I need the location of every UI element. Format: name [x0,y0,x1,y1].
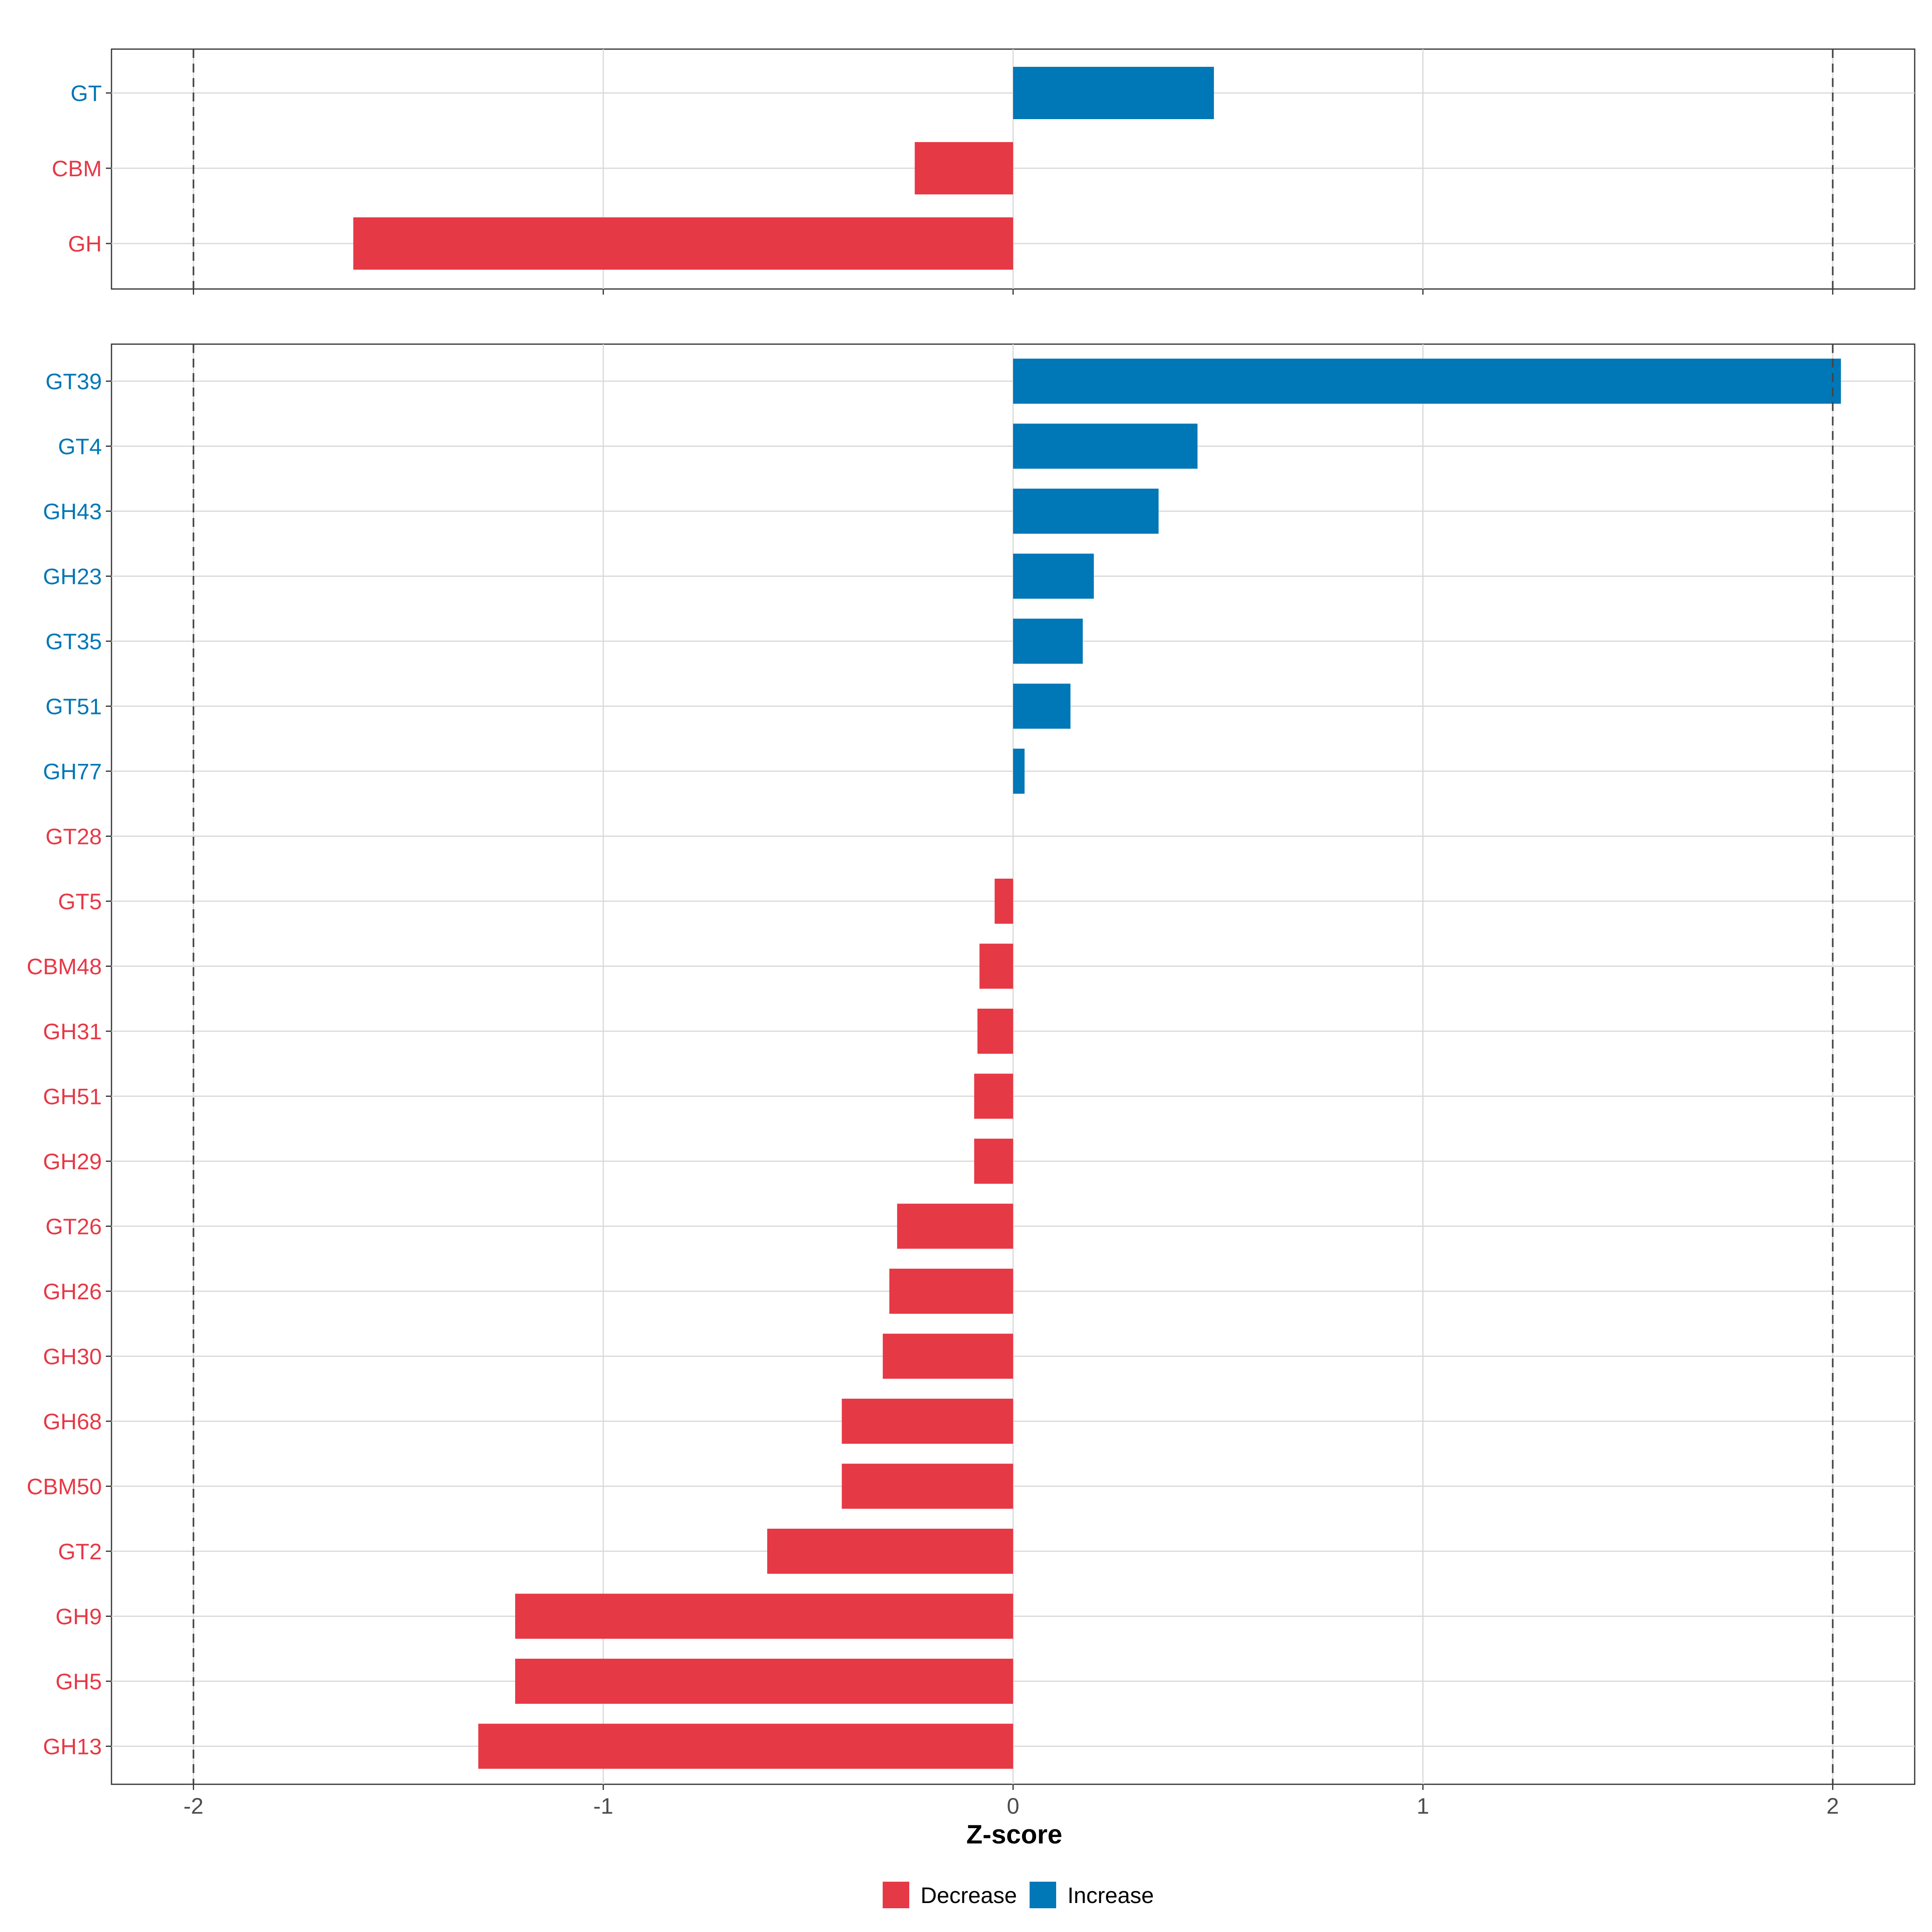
bar-cbm [914,142,1013,194]
bar-gt4 [1013,423,1198,469]
bar-gt26 [897,1203,1013,1249]
bottom-panel: GT39 GT4 GH43 GH23 GT35 GT51 GH77 GT28 GT5 CBM48 G… [27,343,1915,1790]
y-tick-label-gt51: GT51 [45,694,102,719]
x-tick-label: 0 [1007,1793,1019,1818]
bar-gh [353,217,1013,270]
x-tick-label: 1 [1417,1793,1429,1818]
y-tick-label-gh43: GH43 [43,499,102,524]
bar-gt39 [1013,359,1841,404]
y-tick-label-gt5: GT5 [58,889,102,914]
bar-gh68 [842,1399,1013,1444]
y-tick-label-gh77: GH77 [43,759,102,784]
x-tick-label: -1 [593,1793,613,1818]
bar-gt51 [1013,683,1071,729]
y-tick-label-gh: GH [68,231,102,256]
bar-cbm50 [842,1463,1013,1509]
x-tick-label: 2 [1827,1793,1839,1818]
bar-gh26 [889,1269,1013,1314]
bar-gh31 [977,1009,1013,1054]
y-tick-label-cbm: CBM [52,156,102,181]
bar-gt [1013,67,1214,119]
y-tick-label-gt39: GT39 [45,369,102,394]
x-tick-label: -2 [184,1793,204,1818]
y-tick-label-gh9: GH9 [56,1604,102,1629]
y-tick-label-gh29: GH29 [43,1149,102,1174]
y-tick-label-gh30: GH30 [43,1344,102,1369]
y-tick-label-gt26: GT26 [45,1214,102,1239]
y-tick-label-gt35: GT35 [45,629,102,654]
y-tick-label-gh26: GH26 [43,1279,102,1304]
bar-gh29 [974,1139,1013,1184]
bar-gh5 [515,1659,1013,1704]
y-tick-label-cbm48: CBM48 [27,954,102,979]
bar-gh23 [1013,553,1094,599]
bar-gh77 [1013,749,1025,794]
bar-gh9 [515,1593,1013,1639]
y-tick-label-gt28: GT28 [45,824,102,849]
y-tick-label-gt: GT [70,80,102,106]
bar-gh30 [883,1333,1013,1379]
legend-key-increase [1030,1882,1056,1908]
legend: Decrease Increase [883,1882,1154,1908]
bar-gt5 [995,879,1013,924]
bar-gh43 [1013,489,1159,534]
bar-gt35 [1013,619,1083,664]
y-tick-label-gt2: GT2 [58,1539,102,1564]
y-tick-label-gh23: GH23 [43,564,102,589]
bar-gt2 [767,1529,1013,1574]
x-axis: -2 -1 0 1 2 [184,1793,1839,1818]
top-panel: GT CBM GH [52,48,1915,295]
y-tick-label-gh51: GH51 [43,1084,102,1109]
y-tick-label-cbm50: CBM50 [27,1474,102,1499]
y-tick-label-gh68: GH68 [43,1409,102,1434]
legend-key-decrease [883,1882,909,1908]
y-tick-label-gh5: GH5 [56,1669,102,1694]
y-tick-label-gt4: GT4 [58,434,102,459]
legend-label-decrease: Decrease [921,1882,1017,1908]
y-tick-label-gh31: GH31 [43,1019,102,1044]
bar-gh51 [974,1073,1013,1119]
bar-cbm48 [979,943,1013,989]
y-tick-label-gh13: GH13 [43,1734,102,1759]
bar-gh13 [478,1724,1013,1769]
x-axis-title: Z-score [966,1819,1062,1849]
legend-label-increase: Increase [1067,1882,1154,1908]
